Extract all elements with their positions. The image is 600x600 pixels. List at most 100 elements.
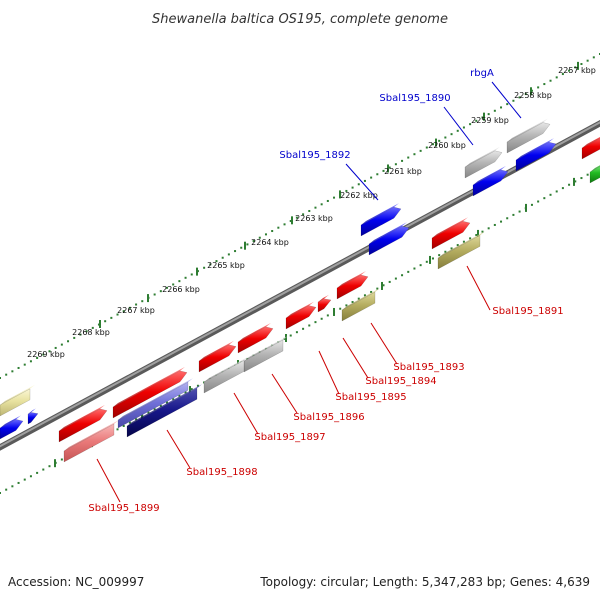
gene-block[interactable] [63,423,115,463]
gene-label-lower[interactable]: Sbal195_1893 [393,362,464,373]
scale-dot [382,169,385,172]
gene-callouts: rbgA Sbal195_1890 Sbal195_1892 Sbal195_1891… [88,68,563,514]
scale-dot [166,286,169,289]
scale-dot [524,93,527,96]
gene-block[interactable] [0,419,24,440]
scale-dot [512,99,515,102]
scale-dot [456,129,459,132]
scale-dot [190,273,193,276]
scale-dot [549,193,552,196]
gene-label-lower[interactable]: Sbal195_1891 [492,306,563,317]
scale-dot [345,189,348,192]
scale-dot [518,210,521,213]
scale-dot [178,280,181,283]
scale-dot [481,230,484,233]
scale-dot [388,166,391,169]
scale-dot [308,209,311,212]
scale-dot [11,370,14,373]
scale-dot [116,428,119,431]
scale-dot [462,240,465,243]
gene-block[interactable] [112,370,188,419]
gene-block[interactable] [341,291,376,322]
gene-block[interactable] [472,169,509,197]
gene-block[interactable] [0,388,31,417]
scale-dot [407,156,410,159]
scale-dot [54,346,57,349]
scale-dot [128,421,131,424]
scale-dot [450,247,453,250]
gene-block[interactable] [581,136,600,160]
gene-block-top [590,165,600,172]
gene-block[interactable] [117,381,189,429]
gene-block[interactable] [203,359,245,394]
gene-label-lower[interactable]: Sbal195_1895 [335,392,406,403]
scale-labels: 2257 kbp 2258 kbp 2259 kbp 2260 kbp 2261 kbp… [27,66,596,359]
gene-block[interactable] [437,234,481,270]
gene-label-upper[interactable]: Sbal195_1892 [279,150,350,161]
gene-block[interactable] [237,326,274,354]
callout-line [443,106,474,146]
gene-block[interactable] [431,220,471,250]
callout-line [345,163,379,201]
gene-label-lower[interactable]: Sbal195_1897 [254,432,325,443]
scale-dot [128,306,131,309]
gene-block[interactable] [58,408,108,443]
gene-block[interactable] [27,412,39,425]
gene-label-lower[interactable]: Sbal195_1894 [365,376,436,387]
gene-label-upper[interactable]: rbgA [470,68,494,79]
scale-dot [518,96,521,99]
gene-block[interactable] [336,274,369,300]
gene-label-upper[interactable]: Sbal195_1890 [379,93,450,104]
scale-dot [382,284,385,287]
gene-block[interactable] [360,206,402,237]
scale-dot [537,200,540,203]
scale-dot [302,327,305,330]
scale-label: 2257 kbp [558,66,596,75]
scale-dot [110,316,113,319]
scale-dot [314,321,317,324]
scale-label: 2261 kbp [384,167,422,176]
gene-block[interactable] [198,344,237,373]
scale-dot [135,418,138,421]
gene-block[interactable] [126,387,198,438]
scale-dot [5,488,8,491]
gene-block[interactable] [368,225,410,256]
scale-dot [376,287,379,290]
gene-label-lower[interactable]: Sbal195_1898 [186,467,257,478]
scale-dot [36,471,39,474]
scale-dot [456,244,459,247]
gene-label-lower[interactable]: Sbal195_1899 [88,503,159,514]
callout-line [271,373,298,414]
gene-block[interactable] [285,305,317,330]
scale-dot [469,237,472,240]
gene-block-top [0,415,21,428]
scale-dot [592,56,595,59]
gene-block[interactable] [464,150,503,179]
scale-dot [407,270,410,273]
accession-label: Accession: NC_009997 [8,575,144,589]
callout-line [166,429,191,469]
scale-dot [227,253,230,256]
gene-block[interactable] [589,164,600,184]
gene-block[interactable] [515,141,557,172]
gene-block[interactable] [317,298,332,313]
scale-dot [351,186,354,189]
gene-block[interactable] [506,122,551,154]
scale-dot [438,139,441,142]
gene-block-top [516,138,554,160]
scale-dot [574,180,577,183]
scale-label: 2259 kbp [471,116,509,125]
scale-label: 2267 kbp [117,306,155,315]
scale-dot [493,109,496,112]
gene-label-lower[interactable]: Sbal195_1896 [293,412,364,423]
scale-dot [67,340,70,343]
scale-dot [530,203,533,206]
scale-dot [308,324,311,327]
scale-dot [586,173,589,176]
scale-dot [116,313,119,316]
scale-dot [97,323,100,326]
scale-dot [23,478,26,481]
scale-dot [444,136,447,139]
gene-block-top [238,322,271,342]
